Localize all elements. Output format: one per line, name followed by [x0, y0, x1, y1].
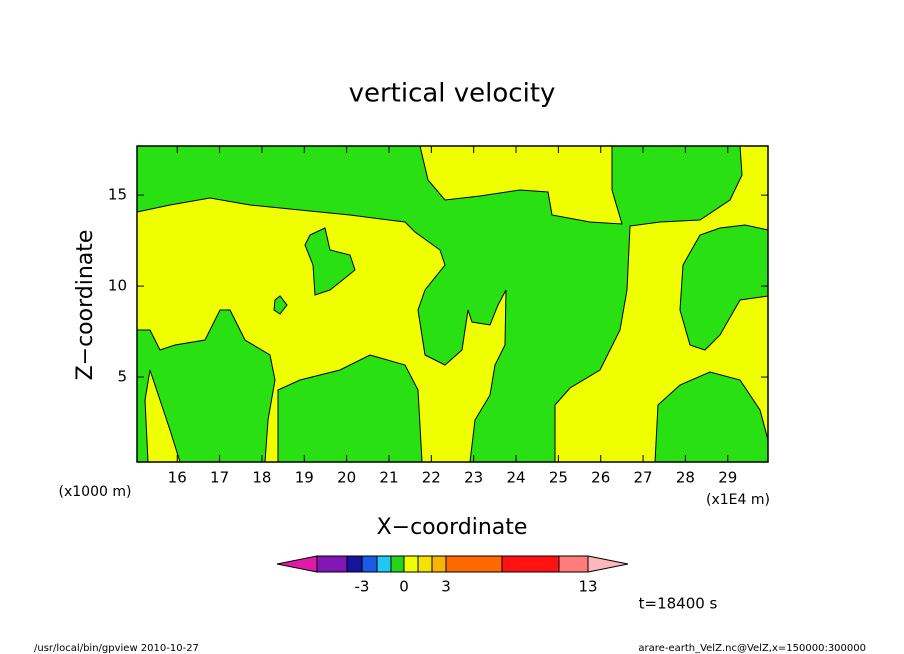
x-tick-label: 17 — [210, 469, 229, 487]
contour-region — [277, 354, 423, 463]
footer-left: /usr/local/bin/gpview 2010-10-27 — [34, 643, 199, 654]
colorbar-box — [501, 555, 560, 573]
x-tick-label: 28 — [676, 469, 695, 487]
contour-region — [304, 227, 356, 296]
y-tick-label: 5 — [117, 368, 127, 386]
colorbar-label: -3 — [355, 578, 370, 596]
colorbar-box — [346, 555, 363, 573]
colorbar-box — [316, 555, 348, 573]
colorbar-box — [558, 555, 589, 573]
contour-field — [136, 145, 769, 463]
contour-region — [679, 224, 769, 351]
contour-region — [136, 309, 276, 463]
x-tick-label: 21 — [379, 469, 398, 487]
colorbar-box — [445, 555, 503, 573]
x-tick-label: 20 — [337, 469, 356, 487]
footer-right: arare-earth_VelZ.nc@VelZ,x=150000:300000 — [638, 643, 866, 654]
contour-region — [273, 295, 288, 315]
plot-frame — [136, 145, 769, 463]
x-tick-label: 27 — [634, 469, 653, 487]
colorbar-box — [390, 555, 405, 573]
colorbar-label: 3 — [441, 578, 451, 596]
contour-region — [136, 145, 743, 463]
x-tick-label: 29 — [718, 469, 737, 487]
y-axis-label: Z−coordinate — [73, 230, 98, 381]
time-label: t=18400 s — [639, 595, 718, 613]
colorbar-box — [376, 555, 392, 573]
x-tick-label: 25 — [549, 469, 568, 487]
colorbar-box — [431, 555, 447, 573]
x-tick-label: 19 — [295, 469, 314, 487]
y-tick-label: 10 — [108, 277, 127, 295]
colorbar-label: 13 — [578, 578, 597, 596]
colorbar-extend — [587, 555, 629, 573]
x-tick-label: 26 — [591, 469, 610, 487]
colorbar-box — [403, 555, 419, 573]
colorbar-box — [417, 555, 433, 573]
x-tick-label: 18 — [252, 469, 271, 487]
x-tick-label: 16 — [168, 469, 187, 487]
colorbar-box — [361, 555, 378, 573]
x-tick-label: 23 — [464, 469, 483, 487]
x-tick-label: 22 — [422, 469, 441, 487]
y-tick-label: 15 — [108, 186, 127, 204]
x-unit-label: (x1000 m) — [59, 484, 132, 500]
x-unit-label: (x1E4 m) — [706, 492, 770, 508]
chart-title: vertical velocity — [349, 79, 556, 109]
x-tick-label: 24 — [506, 469, 525, 487]
x-axis-label: X−coordinate — [377, 515, 528, 540]
colorbar-label: 0 — [399, 578, 409, 596]
